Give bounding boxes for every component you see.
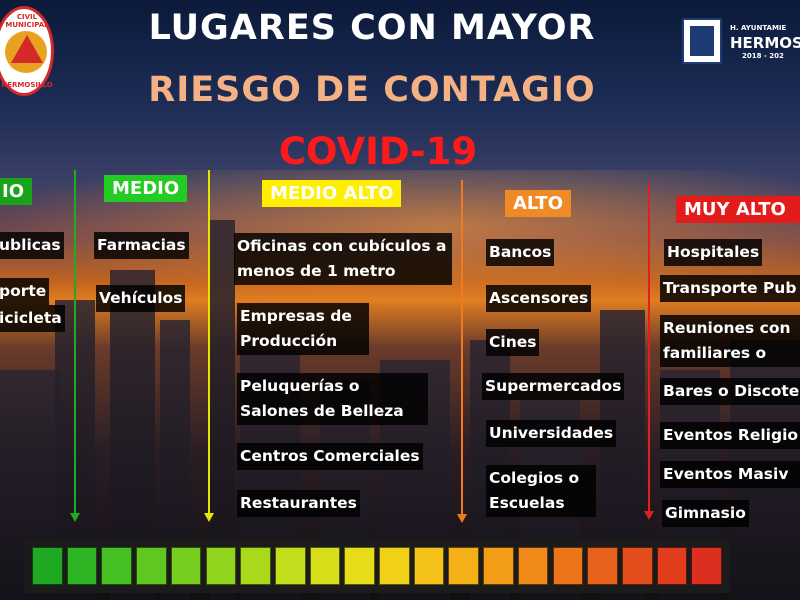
list-item: Peluquerías o Salones de Belleza [237, 373, 428, 425]
badge-bajo: IO [0, 178, 32, 205]
title-line1: LUGARES CON MAYOR [148, 8, 596, 48]
orange-arrow-line [461, 180, 463, 516]
risk-scale-segment [101, 547, 133, 585]
risk-scale-segment [621, 547, 653, 585]
logo-text-top: CIVIL MUNICIPAL [5, 13, 49, 29]
risk-scale-segment [344, 547, 375, 585]
logo-text-bottom: HERMOSILLO [1, 81, 53, 89]
list-item: Centros Comerciales [237, 443, 423, 470]
risk-scale-segment [448, 547, 480, 585]
list-item: Empresas de Producción [237, 303, 369, 355]
list-item: Vehículos [96, 285, 186, 312]
ayuntamiento-line3: 2018 - 202 [742, 52, 784, 60]
risk-scale-segment [552, 547, 584, 585]
risk-scale-segment [691, 547, 722, 585]
badge-alto: ALTO [505, 190, 572, 217]
civil-protection-logo: CIVIL MUNICIPAL HERMOSILLO [0, 6, 54, 98]
list-item: Ascensores [486, 285, 592, 312]
yellow-arrow-line [208, 170, 210, 515]
logo-ring: CIVIL MUNICIPAL HERMOSILLO [0, 6, 54, 96]
list-item: Farmacias [94, 232, 189, 259]
orange-arrow-head-icon [457, 514, 467, 523]
risk-scale-segment [483, 547, 514, 585]
risk-scale-segment [309, 547, 341, 585]
red-arrow-line [648, 183, 650, 513]
list-item: Oficinas con cubículos a menos de 1 metr… [234, 233, 452, 285]
badge-muy-alto: MUY ALTO [676, 196, 800, 223]
list-item: Cines [486, 329, 540, 356]
title-line3: COVID-19 [278, 130, 478, 173]
risk-scale-bar [24, 539, 730, 593]
title-line2: RIESGO DE CONTAGIO [148, 70, 596, 110]
ayuntamiento-line1: H. AYUNTAMIE [730, 24, 787, 32]
risk-scale-segment [66, 547, 98, 585]
list-item: porte [0, 278, 50, 305]
list-item: Transporte Pub [660, 275, 800, 302]
ayuntamiento-logo: H. AYUNTAMIE HERMOS 2018 - 202 [682, 18, 800, 68]
list-item: Eventos Religio [660, 422, 800, 449]
risk-scale-segment [587, 547, 618, 585]
shield-icon [682, 18, 722, 64]
risk-scale-segment [205, 547, 237, 585]
list-item: icicleta [0, 305, 65, 332]
badge-medio-alto: MEDIO ALTO [262, 180, 402, 207]
risk-scale-segment [413, 547, 445, 585]
list-item: Colegios o Escuelas [486, 465, 596, 517]
list-item: Restaurantes [237, 490, 360, 517]
list-item: Hospitales [664, 239, 763, 266]
risk-scale-segment [379, 547, 410, 585]
risk-scale-segment [656, 547, 688, 585]
risk-scale-segment [32, 547, 63, 585]
list-item: Eventos Masiv [660, 461, 800, 488]
list-item: Supermercados [482, 373, 625, 400]
list-item: Bancos [486, 239, 555, 266]
list-item: Reuniones con familiares o am [660, 315, 800, 367]
risk-scale-segment [517, 547, 549, 585]
badge-medio: MEDIO [104, 175, 188, 202]
red-arrow-head-icon [644, 511, 654, 520]
risk-scale-segment [240, 547, 271, 585]
risk-scale-segment [170, 547, 202, 585]
ayuntamiento-line2: HERMOS [730, 34, 800, 52]
list-item: Universidades [486, 420, 617, 447]
risk-scale-segment [136, 547, 167, 585]
list-item: ublicas [0, 232, 64, 259]
yellow-arrow-head-icon [204, 513, 214, 522]
logo-triangle-icon [11, 35, 43, 63]
list-item: Gimnasio [662, 500, 749, 527]
green-arrow-line [74, 170, 76, 515]
list-item: Bares o Discote [660, 378, 800, 405]
risk-scale-segment [274, 547, 306, 585]
green-arrow-head-icon [70, 513, 80, 522]
